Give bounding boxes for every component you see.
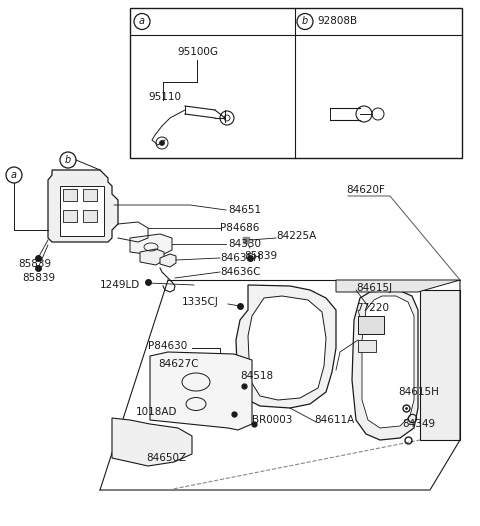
Text: b: b xyxy=(65,155,71,165)
Text: 85839: 85839 xyxy=(18,259,51,269)
Text: 84635H: 84635H xyxy=(220,253,261,263)
Bar xyxy=(83,189,97,201)
Bar xyxy=(358,316,384,334)
Text: 77220: 77220 xyxy=(356,303,389,313)
Text: a: a xyxy=(11,170,17,180)
Bar xyxy=(63,210,77,222)
Polygon shape xyxy=(248,296,326,400)
Text: P84686: P84686 xyxy=(220,223,259,233)
Text: 92808B: 92808B xyxy=(317,16,357,26)
Text: 1249LD: 1249LD xyxy=(100,280,140,290)
Polygon shape xyxy=(236,285,336,408)
Bar xyxy=(130,8,462,158)
Text: 84349: 84349 xyxy=(402,419,435,429)
Polygon shape xyxy=(160,254,176,267)
Polygon shape xyxy=(130,234,172,256)
Polygon shape xyxy=(150,352,252,430)
Polygon shape xyxy=(362,296,414,428)
Polygon shape xyxy=(60,186,104,236)
Text: a: a xyxy=(139,16,145,26)
Text: 84330: 84330 xyxy=(228,239,261,249)
Text: 84225A: 84225A xyxy=(276,231,316,241)
Text: 85839: 85839 xyxy=(22,273,55,283)
Text: b: b xyxy=(302,16,308,26)
Bar xyxy=(63,189,77,201)
Text: 95110: 95110 xyxy=(148,92,181,102)
Text: 84627C: 84627C xyxy=(158,359,199,369)
Polygon shape xyxy=(140,249,164,265)
Text: 84611A: 84611A xyxy=(314,415,354,425)
Text: 84650Z: 84650Z xyxy=(146,453,186,463)
Circle shape xyxy=(159,140,165,146)
Text: P84630: P84630 xyxy=(148,341,187,351)
Text: 84620F: 84620F xyxy=(346,185,385,195)
Polygon shape xyxy=(420,290,460,440)
Text: 84615J: 84615J xyxy=(356,283,392,293)
Text: 1335CJ: 1335CJ xyxy=(182,297,219,307)
Text: 85839: 85839 xyxy=(244,251,277,261)
Text: 84615H: 84615H xyxy=(398,387,439,397)
Polygon shape xyxy=(48,170,118,242)
Text: 1018AD: 1018AD xyxy=(136,407,178,417)
Text: 84651: 84651 xyxy=(228,205,261,215)
Bar xyxy=(83,210,97,222)
Text: BR0003: BR0003 xyxy=(252,415,292,425)
Text: 84636C: 84636C xyxy=(220,267,261,277)
Polygon shape xyxy=(336,280,460,292)
Text: 84518: 84518 xyxy=(240,371,273,381)
Bar xyxy=(358,340,376,352)
Text: 95100G: 95100G xyxy=(178,47,218,57)
Polygon shape xyxy=(112,418,192,466)
Polygon shape xyxy=(352,290,418,440)
